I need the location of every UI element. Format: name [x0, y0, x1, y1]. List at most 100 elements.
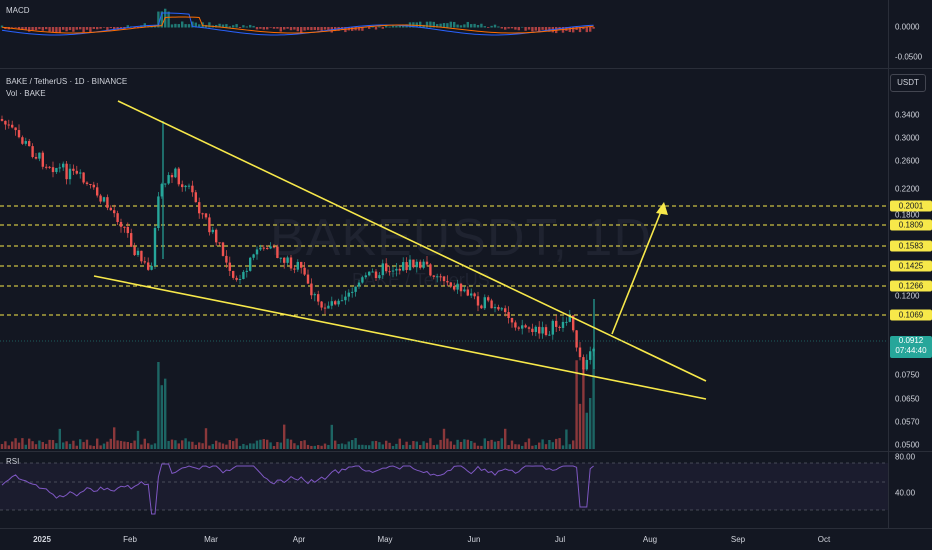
macd-histogram-bar — [266, 27, 269, 30]
level-badge: 0.1266 — [890, 280, 932, 292]
price-tick: 0.0500 — [895, 440, 920, 450]
candle-body — [330, 301, 333, 306]
candle-body — [51, 167, 55, 173]
candle-body — [514, 322, 517, 328]
candle-body — [170, 175, 174, 178]
macd-histogram-bar — [109, 27, 112, 29]
pane-separator[interactable] — [0, 451, 932, 452]
volume-bar — [541, 439, 544, 449]
candle-body — [317, 294, 320, 302]
candle-body — [510, 317, 514, 323]
candle-body — [34, 156, 38, 159]
volume-bar — [4, 441, 7, 449]
volume-bar — [75, 445, 78, 449]
volume-bar — [357, 444, 361, 449]
macd-pane[interactable]: MACD — [0, 0, 888, 68]
volume-bar — [289, 439, 293, 449]
volume-bar — [483, 438, 486, 449]
macd-histogram-bar — [28, 27, 31, 32]
currency-button[interactable]: USDT — [890, 74, 926, 92]
macd-histogram-bar — [194, 22, 197, 28]
candle-body — [7, 124, 10, 126]
candle-body — [235, 277, 238, 280]
bar-countdown: 07:44:40 — [895, 346, 927, 355]
volume-bar — [262, 439, 265, 449]
projection-arrow[interactable] — [611, 203, 665, 335]
volume-bar — [89, 445, 92, 449]
volume-bar — [296, 445, 299, 449]
candle-body — [289, 257, 293, 269]
symbol-legend[interactable]: BAKE / TetherUS · 1D · BINANCE — [6, 77, 128, 86]
candle-body — [582, 357, 585, 370]
volume-bar — [187, 441, 191, 449]
macd-histogram-bar — [425, 21, 429, 28]
pane-separator[interactable] — [0, 68, 932, 69]
volume-bar — [92, 445, 95, 449]
candle-body — [344, 296, 347, 301]
upper-trendline[interactable] — [117, 100, 707, 382]
price-tick: 0.2600 — [895, 156, 920, 166]
time-axis-border — [0, 528, 932, 529]
macd-histogram-bar — [68, 27, 72, 31]
volume-bar — [334, 440, 337, 449]
candle-body — [221, 242, 225, 256]
volume-bar — [344, 444, 347, 449]
volume-legend[interactable]: Vol · BAKE — [6, 89, 46, 98]
volume-bar — [415, 441, 418, 449]
volume-bar — [221, 443, 225, 449]
macd-histogram-bar — [432, 21, 435, 28]
volume-bar — [211, 444, 214, 449]
candle-body — [303, 267, 306, 275]
volume-bar — [425, 442, 429, 449]
macd-histogram-bar — [306, 27, 310, 30]
time-label: Apr — [292, 535, 306, 544]
candle-body — [31, 146, 34, 157]
macd-histogram-bar — [255, 27, 259, 30]
macd-histogram-bar — [31, 27, 34, 31]
macd-histogram-bar — [381, 27, 384, 29]
volume-bar — [592, 348, 595, 449]
candle-body — [534, 326, 537, 332]
macd-histogram-bar — [102, 27, 106, 28]
time-label: Feb — [123, 535, 137, 544]
volume-bar — [123, 441, 126, 449]
macd-histogram-bar — [119, 27, 123, 29]
candle-body — [351, 291, 354, 293]
candle-body — [575, 330, 578, 348]
candle-body — [357, 282, 361, 287]
macd-histogram-bar — [126, 25, 129, 28]
candle-body — [174, 168, 177, 178]
candle-body — [361, 277, 364, 283]
volume-bar — [534, 445, 537, 449]
volume-bar — [300, 441, 303, 449]
volume-bar — [24, 444, 27, 449]
volume-bar — [561, 445, 565, 449]
candle-body — [72, 168, 75, 171]
macd-histogram-bar — [89, 27, 92, 33]
macd-histogram-bar — [585, 27, 588, 33]
volume-bar — [215, 440, 218, 449]
price-chart[interactable] — [0, 69, 888, 449]
macd-histogram-bar — [374, 27, 378, 30]
candle-body — [102, 197, 106, 202]
macd-histogram-bar — [269, 27, 272, 28]
candle-body — [374, 271, 378, 279]
volume-bar — [160, 385, 163, 449]
candle-body — [385, 263, 388, 272]
lower-trendline[interactable] — [93, 275, 707, 400]
macd-histogram-bar — [493, 24, 497, 28]
candle-body — [184, 185, 187, 188]
macd-tick-1: -0.0500 — [895, 52, 923, 62]
volume-bar — [408, 444, 412, 449]
macd-histogram-bar — [317, 27, 320, 31]
macd-histogram-bar — [96, 27, 99, 30]
volume-bar — [119, 440, 123, 449]
price-tick: 0.2200 — [895, 184, 920, 194]
candle-body — [429, 264, 432, 276]
candle-body — [228, 262, 231, 271]
macd-histogram-bar — [41, 27, 44, 31]
macd-histogram-bar — [293, 27, 296, 30]
macd-histogram-bar — [378, 26, 381, 28]
volume-bar — [232, 441, 235, 449]
volume-bar — [487, 441, 490, 449]
